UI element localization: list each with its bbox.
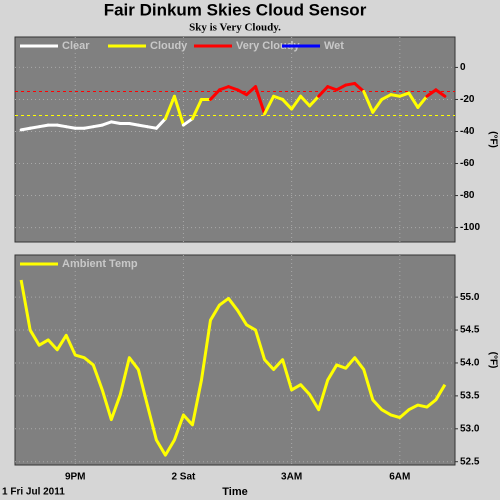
line-segment [55,123,68,129]
y-tick-label: 54.5 [460,325,480,336]
line-segment [326,85,339,92]
line-segment [308,94,321,108]
line-segment [145,125,158,130]
x-tick-label: 3AM [281,472,302,483]
x-tick-label: 9PM [65,472,86,483]
y-tick-label: -20 [460,94,475,105]
line-segment [181,117,194,127]
x-tick-label: 2 Sat [171,472,196,483]
line-segment [317,85,330,98]
plot-area [14,254,456,466]
line-segment [299,94,312,108]
legend-label: Cloudy [150,40,188,52]
data-line [19,279,447,457]
line-segment [398,91,411,98]
line-segment [217,85,231,92]
y-tick-label: -60 [460,158,475,169]
line-segment [127,121,140,127]
line-segment [272,94,285,101]
line-segment [64,125,77,130]
line-segment [236,88,249,97]
line-segment [91,123,104,129]
line-segment [290,94,303,111]
line-segment [389,93,402,98]
y-axis-label: (°F) [487,131,498,148]
line-segment [136,123,149,129]
line-segment [416,94,429,109]
plot-area [14,36,456,243]
line-segment [82,125,95,130]
line-segment [227,85,240,92]
line-segment [380,93,393,101]
line-segment [254,85,267,116]
y-tick-label: 52.5 [460,456,480,467]
line-segment [344,81,357,87]
line-segment [263,94,276,116]
line-segment [28,125,41,130]
x-axis-label: Time [222,486,247,498]
chart-subtitle: Sky is Very Cloudy. [189,22,281,34]
y-tick-label: 0 [460,62,466,73]
chart-title: Fair Dinkum Skies Cloud Sensor [104,0,367,19]
legend-label: Clear [62,40,90,52]
line-segment [109,120,122,125]
y-tick-label: -40 [460,126,475,137]
line-segment [37,123,50,129]
y-tick-label: 55.0 [460,292,480,303]
line-segment [335,83,348,92]
line-segment [163,94,176,121]
line-segment [190,97,203,121]
date-label: 1 Fri Jul 2011 [2,487,65,498]
line-segment [353,81,366,93]
line-segment [371,97,384,114]
line-segment [172,94,185,127]
line-segment [19,126,32,132]
line-segment [281,97,294,111]
line-segment [425,88,438,98]
legend-label: Wet [324,40,344,52]
y-tick-label: 54.0 [460,358,480,369]
line-segment [434,88,447,98]
line-segment [245,85,258,97]
line-segment [100,120,113,127]
x-tick-label: 6AM [389,472,410,483]
line-segment [154,117,167,130]
legend-label: Ambient Temp [62,258,138,270]
line-segment [208,88,221,101]
legend-label: Very Cloudy [236,40,300,52]
y-tick-label: 53.0 [460,423,480,434]
line-segment [362,89,375,114]
y-axis-label: (°F) [487,352,498,369]
y-tick-label: 53.5 [460,391,480,402]
y-tick-label: -100 [460,222,480,233]
line-segment [407,91,420,109]
y-tick-label: -80 [460,190,475,201]
